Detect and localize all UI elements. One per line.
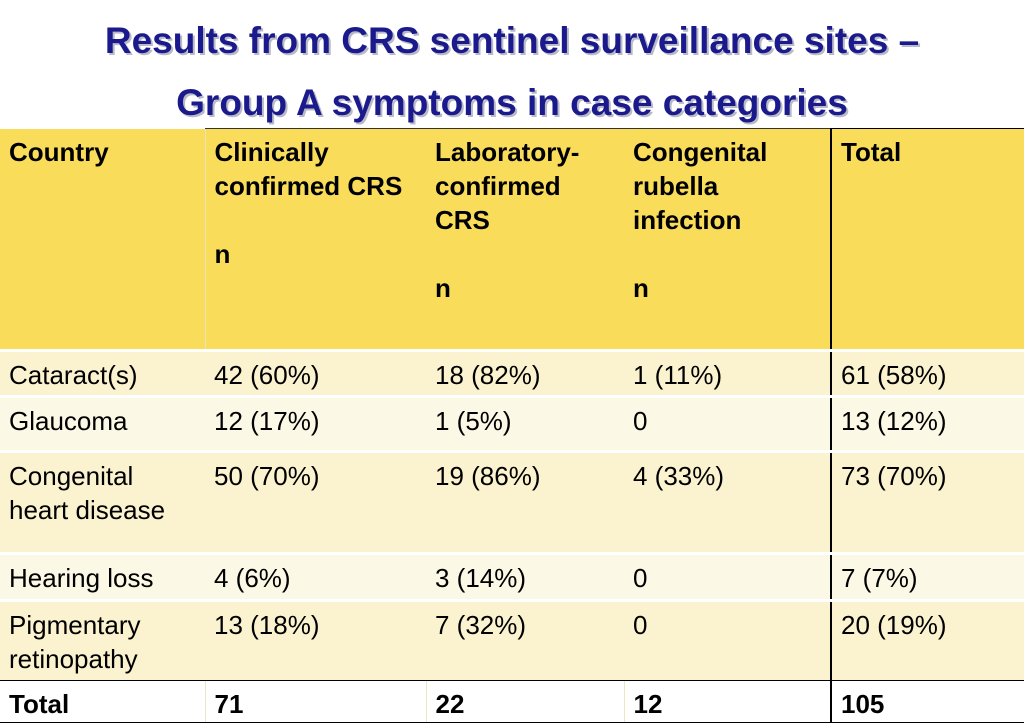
- cell-total: 13 (12%): [830, 395, 1024, 452]
- header-country: Country: [0, 128, 205, 351]
- cell-cri: 0: [624, 599, 831, 681]
- table-row: Congenital heart disease 50 (70%) 19 (86…: [0, 450, 1024, 554]
- header-cri-n: n: [633, 273, 649, 303]
- cell-lab: 18 (82%): [426, 349, 624, 397]
- row-label: Hearing loss: [0, 552, 205, 601]
- cell-total: 20 (19%): [830, 599, 1024, 681]
- title-line-2: Group A symptoms in case categories: [176, 82, 848, 123]
- header-clinical: Clinically confirmed CRS n: [204, 128, 426, 351]
- row-label: Cataract(s): [0, 349, 205, 397]
- table-row: Cataract(s) 42 (60%) 18 (82%) 1 (11%) 61…: [0, 349, 1024, 397]
- table-row: Pigmentary retinopathy 13 (18%) 7 (32%) …: [0, 599, 1024, 681]
- header-clinical-label: Clinically confirmed CRS: [214, 137, 403, 201]
- results-table: Country Clinically confirmed CRS n Labor…: [0, 128, 1024, 723]
- cell-clinical: 4 (6%): [205, 552, 426, 601]
- cell-lab: 7 (32%): [426, 599, 624, 681]
- title-line-1: Results from CRS sentinel surveillance s…: [104, 20, 920, 61]
- cell-clinical: 50 (70%): [205, 450, 426, 554]
- row-label: Glaucoma: [0, 395, 205, 452]
- totals-total: 105: [830, 680, 1024, 723]
- totals-cri: 12: [623, 680, 831, 723]
- table-row: Glaucoma 12 (17%) 1 (5%) 0 13 (12%): [0, 395, 1024, 452]
- cell-cri: 4 (33%): [624, 450, 831, 554]
- cell-total: 7 (7%): [830, 552, 1024, 601]
- slide-title: Results from CRS sentinel surveillance s…: [0, 10, 1024, 134]
- totals-row: Total 71 22 12 105: [0, 680, 1024, 723]
- totals-label: Total: [0, 680, 205, 723]
- cell-lab: 3 (14%): [426, 552, 624, 601]
- row-label: Pigmentary retinopathy: [0, 599, 205, 681]
- cell-lab: 1 (5%): [426, 395, 624, 452]
- cell-lab: 19 (86%): [426, 450, 624, 554]
- header-cri-label: Congenital rubella infection: [633, 137, 768, 235]
- totals-lab: 22: [425, 680, 624, 723]
- cell-cri: 1 (11%): [624, 349, 831, 397]
- cell-clinical: 13 (18%): [205, 599, 426, 681]
- totals-clinical: 71: [204, 680, 426, 723]
- cell-total: 61 (58%): [830, 349, 1024, 397]
- cell-clinical: 12 (17%): [205, 395, 426, 452]
- header-cri: Congenital rubella infection n: [624, 128, 831, 351]
- cell-clinical: 42 (60%): [205, 349, 426, 397]
- table-row: Hearing loss 4 (6%) 3 (14%) 0 7 (7%): [0, 552, 1024, 601]
- header-lab-label: Laboratory-confirmed CRS: [435, 137, 580, 235]
- cell-cri: 0: [624, 395, 831, 452]
- row-label: Congenital heart disease: [0, 450, 205, 554]
- cell-total: 73 (70%): [830, 450, 1024, 554]
- header-total: Total: [830, 128, 1024, 351]
- header-lab: Laboratory-confirmed CRS n: [426, 128, 624, 351]
- header-clinical-n: n: [214, 239, 231, 269]
- cell-cri: 0: [624, 552, 831, 601]
- header-lab-n: n: [435, 273, 451, 303]
- header-row: Country Clinically confirmed CRS n Labor…: [0, 128, 1024, 351]
